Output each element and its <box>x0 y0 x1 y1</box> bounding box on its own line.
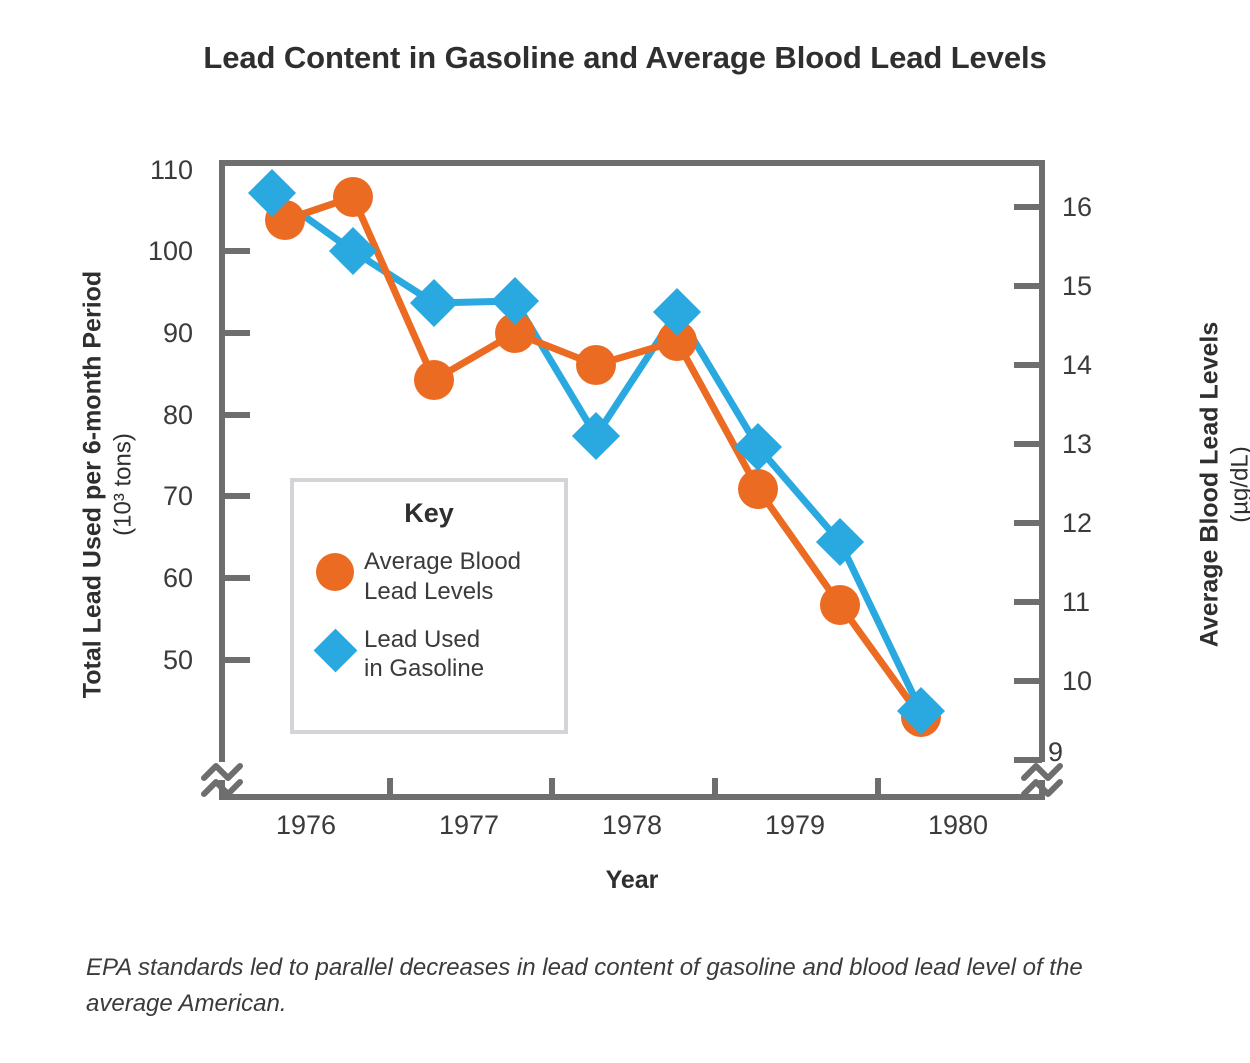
y-left-tick-70: 70 <box>162 481 193 511</box>
data-point-blood-5 <box>576 345 616 385</box>
y-right-tick-12: 12 <box>1062 508 1093 538</box>
y-left-tick-50: 50 <box>162 645 193 675</box>
data-point-gasoline-6 <box>652 287 702 337</box>
legend-label-line2: in Gasoline <box>364 655 485 683</box>
y-right-tick-15: 15 <box>1062 271 1093 301</box>
data-point-gasoline-5 <box>571 411 621 461</box>
data-point-blood-4 <box>495 313 535 353</box>
figure-caption: EPA standards led to parallel decreases … <box>86 954 1083 1017</box>
y-left-tick-110: 110 <box>149 155 193 185</box>
data-point-blood-7 <box>738 469 778 509</box>
legend-label-line1: Lead Used <box>364 625 481 653</box>
data-point-blood-2 <box>333 177 373 217</box>
circle-marker-icon <box>312 549 358 595</box>
series-markers-lead-used-in-gasoline <box>247 168 946 736</box>
legend-item-label: Lead Used in Gasoline <box>358 625 484 685</box>
legend-item-average-blood-lead-levels: Average Blood Lead Levels <box>294 547 564 607</box>
legend-item-lead-used-in-gasoline: Lead Used in Gasoline <box>294 625 564 685</box>
data-point-gasoline-1 <box>247 168 297 218</box>
legend-label-line1: Average Blood <box>364 548 522 575</box>
y-right-axis-break-icon <box>1021 763 1063 797</box>
y-right-tick-10: 10 <box>1062 666 1093 696</box>
legend-item-label: Average Blood Lead Levels <box>358 547 521 607</box>
y-left-tick-60: 60 <box>162 563 193 593</box>
x-tick-1978: 1978 <box>601 810 663 840</box>
y-right-tick-11: 11 <box>1062 587 1091 617</box>
data-point-gasoline-7 <box>733 422 783 472</box>
data-point-gasoline-8 <box>815 517 865 567</box>
x-axis-title: Year <box>605 866 659 894</box>
y-right-ticks <box>1014 204 1042 763</box>
y-right-tick-13: 13 <box>1062 429 1093 459</box>
y-right-tick-14: 14 <box>1062 350 1093 380</box>
y-left-axis-break-icon <box>201 763 243 797</box>
y-right-tick-9: 9 <box>1048 737 1064 767</box>
legend-label-line2: Lead Levels <box>364 577 494 605</box>
data-point-blood-6 <box>657 321 697 361</box>
x-tick-1980: 1980 <box>927 810 989 840</box>
y-left-tick-90: 90 <box>162 318 193 348</box>
x-tick-1976: 1976 <box>275 810 337 840</box>
data-point-gasoline-2 <box>328 226 378 276</box>
y-left-tick-100: 100 <box>147 236 193 266</box>
data-point-blood-8 <box>820 585 860 625</box>
data-point-gasoline-9 <box>896 686 946 736</box>
data-point-gasoline-3 <box>409 278 459 328</box>
x-ticks <box>387 778 881 797</box>
x-tick-1979: 1979 <box>764 810 826 840</box>
y-left-tick-80: 80 <box>162 400 193 430</box>
data-point-gasoline-4 <box>490 276 540 326</box>
y-left-ticks <box>222 248 250 663</box>
legend-title: Key <box>404 498 454 528</box>
chart-title: Lead Content in Gasoline and Average Blo… <box>203 40 1047 75</box>
x-tick-1977: 1977 <box>438 810 500 840</box>
y-right-tick-16: 16 <box>1062 192 1093 222</box>
data-point-blood-3 <box>414 360 454 400</box>
diamond-marker-icon <box>312 627 358 673</box>
legend-key-box: Key Average Blood Lead Levels Lead Used … <box>290 478 568 734</box>
